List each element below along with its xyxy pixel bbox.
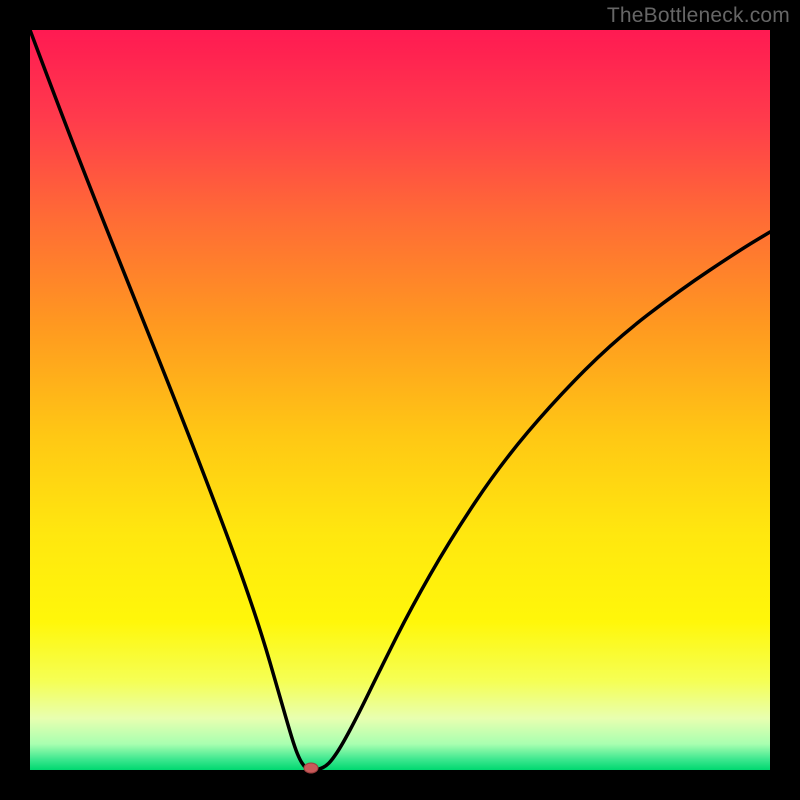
plot-background	[30, 30, 770, 770]
watermark-text: TheBottleneck.com	[607, 4, 790, 28]
minimum-marker	[304, 763, 318, 773]
chart-svg	[0, 0, 800, 800]
chart-container: { "watermark": { "text": "TheBottleneck.…	[0, 0, 800, 800]
